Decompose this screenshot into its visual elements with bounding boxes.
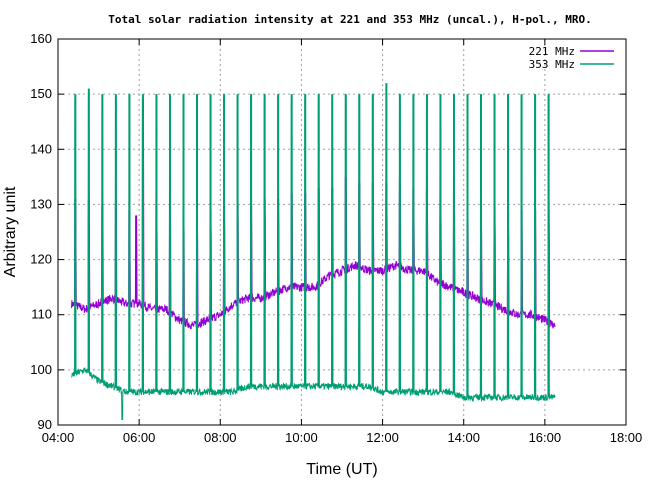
series-line-0 [71, 100, 556, 330]
y-tick-label: 120 [30, 252, 52, 267]
legend-label: 221 MHz [529, 45, 575, 58]
x-tick-label: 16:00 [529, 430, 562, 445]
y-tick-label: 160 [30, 31, 52, 46]
y-tick-label: 130 [30, 196, 52, 211]
y-tick-label: 100 [30, 362, 52, 377]
grid [58, 39, 626, 425]
y-tick-label: 110 [31, 307, 52, 322]
plot-frame [57, 38, 627, 426]
x-tick-label: 06:00 [123, 430, 156, 445]
series-layer [71, 83, 556, 420]
y-tick-label: 150 [30, 86, 52, 101]
x-tick-label: 08:00 [204, 430, 237, 445]
x-axis-label: Time (UT) [306, 461, 377, 478]
legend-label: 353 MHz [529, 58, 575, 71]
x-tick-label: 14:00 [447, 430, 480, 445]
x-tick-label: 12:00 [366, 430, 399, 445]
y-tick-label: 140 [30, 141, 52, 156]
tick-layer: 04:00 06:00 08:00 10:00 12:00 14:00 16:00 18:00… [30, 31, 642, 445]
chart-title: Total solar radiation intensity at 221 a… [108, 13, 591, 26]
x-tick-label: 04:00 [42, 430, 75, 445]
series-line-1 [71, 83, 556, 420]
y-axis-label: Arbitrary unit [2, 186, 19, 277]
y-tick-label: 90 [38, 417, 52, 432]
x-tick-label: 18:00 [610, 430, 643, 445]
x-tick-label: 10:00 [285, 430, 318, 445]
